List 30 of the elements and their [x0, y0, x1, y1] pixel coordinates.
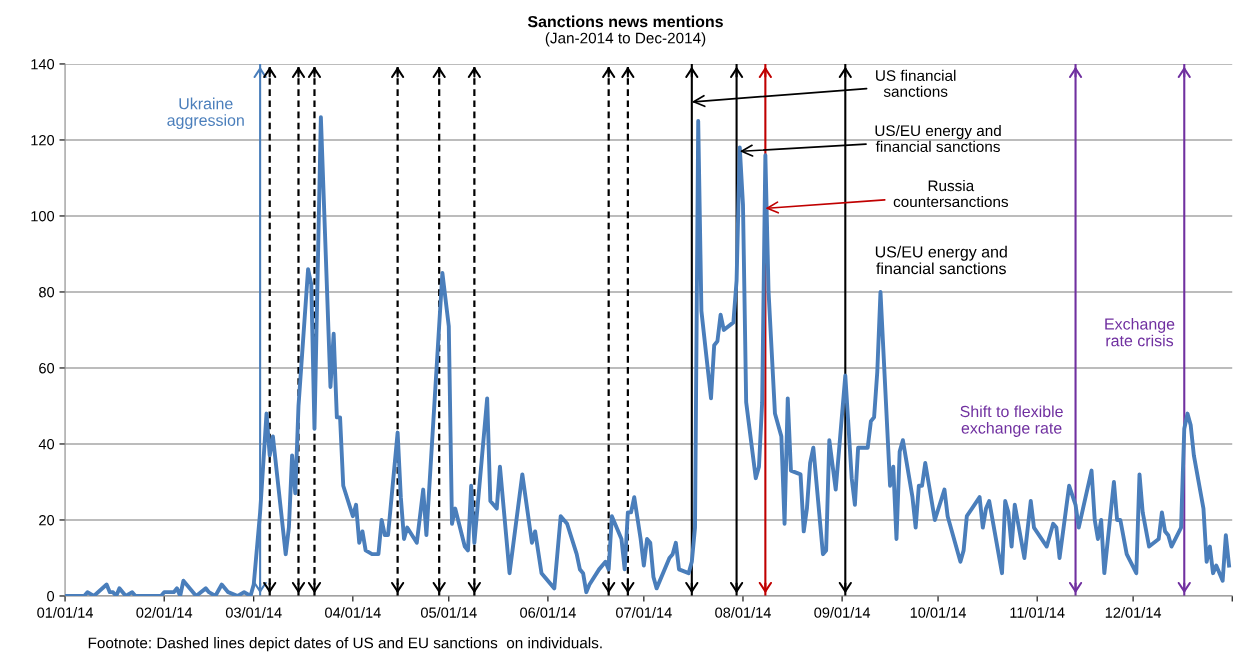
y-tick-label: 20	[39, 515, 55, 526]
x-tick-label: 08/01/14	[715, 607, 771, 618]
annotation: US/EU energy and financial sanctions	[875, 124, 1001, 153]
x-tick-label: 12/01/14	[1105, 607, 1162, 618]
y-tick-label: 0	[47, 591, 55, 602]
x-tick-label: 02/01/14	[136, 607, 193, 618]
chart-subtitle: (Jan-2014 to Dec-2014)	[545, 32, 706, 47]
ref-line-label: Ukraine aggression	[167, 97, 244, 130]
x-tick-label: 09/01/14	[814, 607, 871, 618]
ref-line-label: Exchange rate crisis	[1105, 318, 1175, 347]
x-tick-label: 11/01/14	[1010, 607, 1065, 618]
x-tick-label: 07/01/14	[616, 607, 672, 618]
x-tick-label: 04/01/14	[325, 607, 381, 618]
y-tick-label: 40	[38, 439, 55, 450]
y-tick-label: 120	[31, 135, 55, 146]
chart-title: Sanctions news mentions	[527, 15, 723, 28]
ref-line-label: Shift to flexible exchange rate	[960, 405, 1063, 437]
y-tick-label: 80	[39, 287, 55, 298]
x-tick-label: 06/01/14	[520, 607, 576, 618]
x-tick-label: 10/01/14	[910, 607, 966, 618]
y-tick-label: 60	[39, 363, 55, 374]
annotation: US financial sanctions	[876, 69, 956, 97]
ref-line-label: US/EU energy and financial sanctions	[875, 245, 1007, 275]
x-tick-label: 03/01/14	[225, 607, 282, 618]
y-tick-label: 140	[31, 59, 55, 70]
x-tick-label: 01/01/14	[37, 607, 94, 618]
annotation: Russia countersanctions	[893, 179, 1009, 208]
y-tick-label: 100	[31, 211, 55, 222]
text: Footnote: Dashed lines depict dates of US and EU sanctions on individuals.	[88, 637, 602, 652]
x-tick-label: 05/01/14	[420, 607, 477, 618]
